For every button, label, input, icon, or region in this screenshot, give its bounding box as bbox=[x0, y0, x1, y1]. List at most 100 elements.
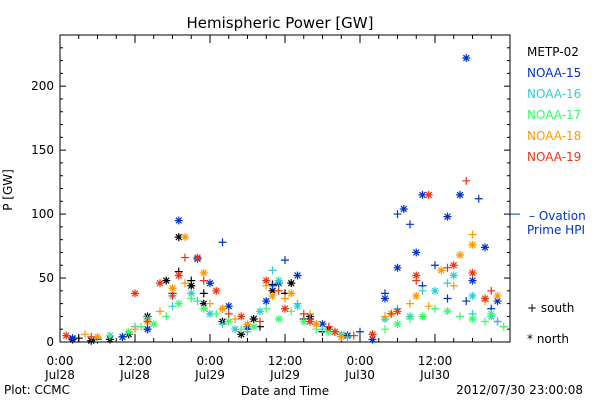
data-point-north bbox=[481, 294, 489, 303]
data-point-north bbox=[268, 291, 277, 300]
data-point-north bbox=[181, 233, 189, 242]
data-point-north bbox=[256, 307, 264, 316]
data-point-north bbox=[287, 279, 296, 288]
data-point-south bbox=[299, 309, 308, 318]
data-point-north bbox=[174, 299, 183, 308]
legend: METP-02 NOAA-15 NOAA-16 NOAA-17 NOAA-18 NOAA-… bbox=[527, 45, 581, 164]
data-point-north bbox=[399, 204, 408, 213]
data-point-south bbox=[474, 194, 483, 203]
chart-title: Hemispheric Power [GW] bbox=[187, 14, 374, 32]
data-point-north bbox=[62, 331, 71, 340]
x-tick-label-time: 12:00 bbox=[118, 354, 153, 368]
data-point-south bbox=[199, 289, 208, 298]
data-points bbox=[62, 54, 508, 345]
data-point-south bbox=[193, 297, 202, 306]
data-point-south bbox=[468, 230, 477, 239]
legend-item: METP-02 bbox=[527, 45, 579, 59]
data-point-north bbox=[468, 268, 477, 277]
y-axis-label: P [GW] bbox=[1, 169, 15, 211]
data-point-north bbox=[424, 190, 433, 199]
x-tick-label-date: Jul30 bbox=[344, 368, 375, 382]
data-point-south bbox=[499, 322, 508, 331]
data-point-south bbox=[431, 261, 439, 270]
data-point-north bbox=[249, 322, 258, 331]
data-point-north bbox=[268, 286, 277, 295]
data-point-south bbox=[406, 314, 414, 323]
y-tick-label: 50 bbox=[39, 271, 54, 285]
data-point-north bbox=[174, 216, 183, 225]
data-point-north bbox=[443, 212, 452, 221]
data-point-south bbox=[487, 286, 496, 295]
data-point-south bbox=[462, 176, 471, 185]
data-point-north bbox=[306, 317, 314, 326]
x-tick-label-time: 12:00 bbox=[418, 354, 453, 368]
data-point-north bbox=[443, 307, 452, 316]
data-point-south bbox=[443, 279, 452, 288]
data-point-north bbox=[462, 54, 471, 63]
data-point-north bbox=[318, 320, 327, 329]
data-point-north bbox=[212, 286, 221, 295]
data-point-south bbox=[431, 304, 439, 313]
data-point-north bbox=[206, 309, 214, 318]
data-point-north bbox=[231, 325, 239, 334]
data-point-south bbox=[274, 286, 283, 295]
marker-legend-south: + south bbox=[527, 301, 574, 315]
data-point-north bbox=[243, 320, 252, 329]
data-point-north bbox=[468, 314, 477, 323]
data-point-south bbox=[462, 297, 471, 306]
x-axis: 0:00Jul2812:00Jul280:00Jul2912:00Jul290:… bbox=[44, 35, 492, 382]
marker-legend: + south * north bbox=[527, 301, 574, 346]
data-point-north bbox=[312, 320, 321, 329]
data-point-south bbox=[393, 210, 402, 219]
y-axis: 0 50 100 150 200 bbox=[31, 47, 510, 349]
data-point-south bbox=[206, 299, 214, 308]
data-point-south bbox=[262, 304, 271, 313]
data-point-south bbox=[224, 309, 233, 318]
data-point-north bbox=[149, 320, 158, 329]
data-point-north bbox=[337, 332, 346, 341]
marker-legend-north: * north bbox=[527, 332, 569, 346]
data-point-south bbox=[406, 220, 414, 229]
data-point-south bbox=[181, 279, 189, 288]
data-point-north bbox=[487, 309, 496, 318]
x-tick-label-date: Jul29 bbox=[269, 368, 300, 382]
data-point-north bbox=[493, 297, 502, 306]
data-point-north bbox=[93, 332, 102, 341]
data-point-north bbox=[393, 320, 402, 329]
data-point-north bbox=[412, 271, 421, 280]
data-point-north bbox=[237, 312, 246, 321]
data-point-north bbox=[456, 251, 464, 260]
legend-item: NOAA-19 bbox=[527, 150, 581, 164]
data-point-north bbox=[481, 243, 489, 252]
y-tick-label: 0 bbox=[46, 335, 54, 349]
data-point-south bbox=[243, 327, 252, 336]
data-point-south bbox=[268, 266, 277, 275]
data-point-south bbox=[281, 256, 289, 265]
data-point-south bbox=[406, 299, 414, 308]
data-point-north bbox=[437, 266, 446, 275]
x-axis-label: Date and Time bbox=[241, 384, 329, 398]
data-point-north bbox=[456, 190, 464, 199]
legend-item: NOAA-18 bbox=[527, 129, 581, 143]
data-point-south bbox=[287, 307, 296, 316]
data-point-north bbox=[206, 279, 214, 288]
x-tick-label-time: 0:00 bbox=[197, 354, 224, 368]
data-point-south bbox=[493, 317, 502, 326]
data-point-south bbox=[424, 302, 433, 311]
data-point-north bbox=[187, 289, 196, 298]
data-point-north bbox=[281, 304, 289, 313]
data-point-north bbox=[199, 268, 208, 277]
data-point-south bbox=[81, 330, 89, 339]
data-point-north bbox=[168, 284, 177, 293]
data-point-north bbox=[249, 314, 258, 323]
data-point-south bbox=[381, 312, 389, 321]
data-point-south bbox=[137, 322, 146, 331]
data-point-north bbox=[199, 304, 208, 313]
footer-timestamp: 2012/07/30 23:00:08 bbox=[456, 383, 583, 397]
data-point-north bbox=[449, 271, 458, 280]
data-point-north bbox=[162, 276, 171, 285]
data-point-south bbox=[156, 307, 164, 316]
data-point-north bbox=[418, 312, 427, 321]
series-noaa-17 bbox=[106, 294, 508, 341]
